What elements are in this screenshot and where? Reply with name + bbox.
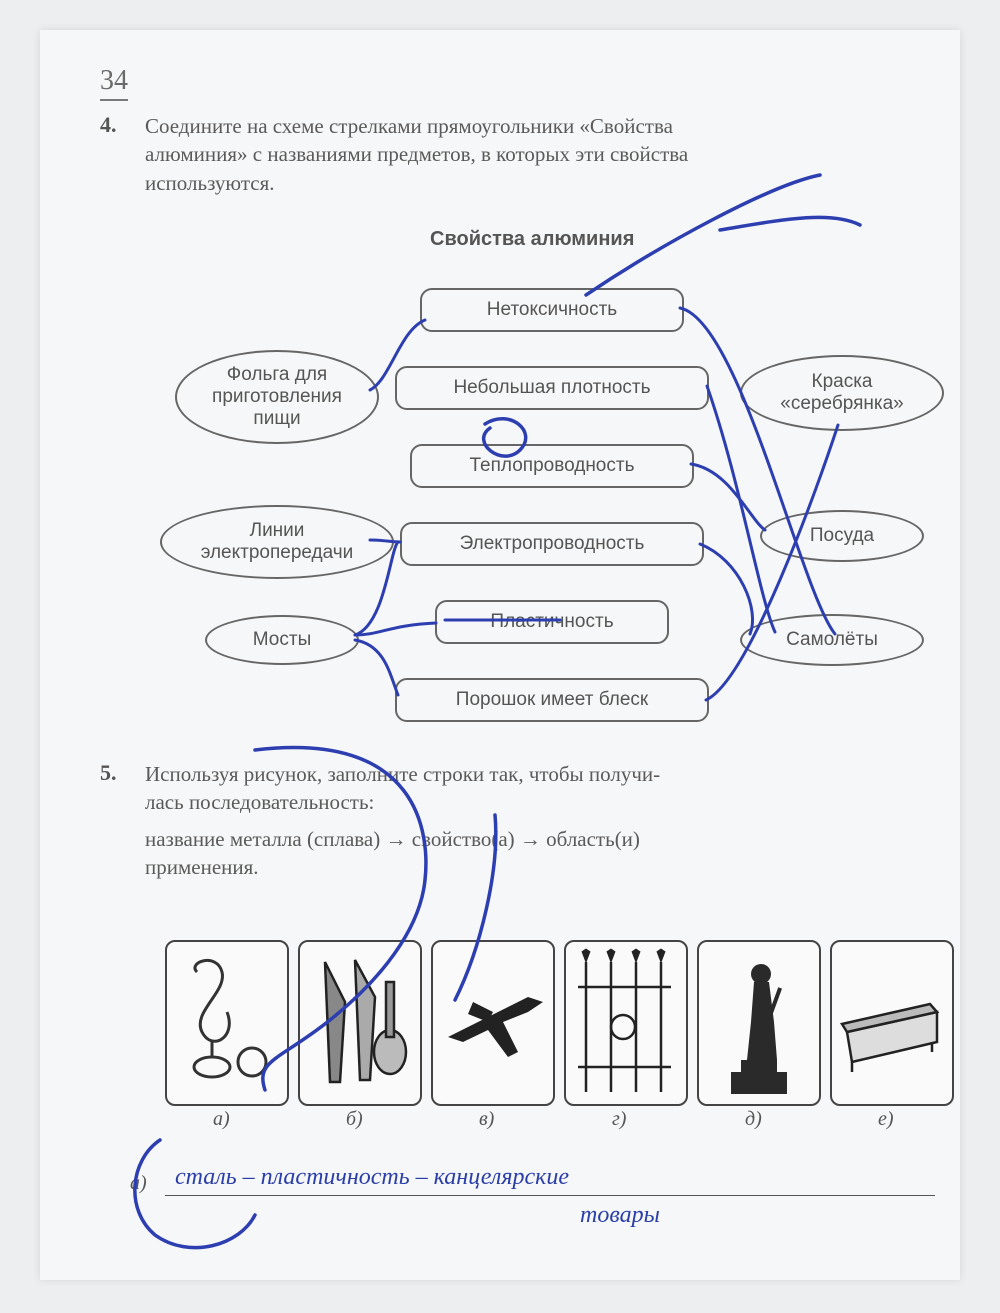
q5-number: 5.	[100, 760, 117, 786]
property-box-2: Теплопроводность	[410, 444, 694, 488]
handwritten-answer-1: сталь – пластичность – канцелярские	[175, 1164, 569, 1191]
property-box-1: Небольшая плотность	[395, 366, 709, 410]
oval-right-0: Краска«серебрянка»	[740, 355, 944, 431]
image-box-е	[830, 940, 954, 1106]
image-label-3: г)	[612, 1108, 626, 1131]
oval-right-2: Самолёты	[740, 614, 924, 666]
oval-left-2: Мосты	[205, 615, 359, 665]
q5-line1: Используя рисунок, заполните строки так,…	[145, 762, 660, 786]
q4-line2: алюминия» с названиями предметов, в кото…	[145, 142, 688, 166]
image-box-д	[697, 940, 821, 1106]
image-box-в	[431, 940, 555, 1106]
answer-prefix: а)	[130, 1172, 147, 1195]
q5-sequence: название металла (сплава) → свойство(а) …	[145, 825, 945, 882]
answer-line	[165, 1195, 935, 1196]
property-box-3: Электропроводность	[400, 522, 704, 566]
q5-line2: лась последовательность:	[145, 790, 374, 814]
image-label-2: в)	[479, 1108, 494, 1131]
q4-number: 4.	[100, 112, 117, 138]
q5-instruction: Используя рисунок, заполните строки так,…	[145, 760, 945, 817]
q4-instruction: Соедините на схеме стрелками прямоугольн…	[145, 112, 945, 197]
workbook-page: 34 4. Соедините на схеме стрелками прямо…	[40, 30, 960, 1280]
image-label-4: д)	[745, 1108, 762, 1131]
image-box-а	[165, 940, 289, 1106]
image-box-б	[298, 940, 422, 1106]
property-box-4: Пластичность	[435, 600, 669, 644]
handwritten-answer-2: товары	[580, 1202, 660, 1229]
property-box-0: Нетоксичность	[420, 288, 684, 332]
property-box-5: Порошок имеет блеск	[395, 678, 709, 722]
q4-line1: Соедините на схеме стрелками прямоугольн…	[145, 114, 673, 138]
q5-seq: название металла (сплава) → свойство(а) …	[145, 827, 640, 851]
oval-right-1: Посуда	[760, 510, 924, 562]
page-number: 34	[100, 65, 128, 101]
image-label-5: е)	[878, 1108, 894, 1131]
oval-left-0: Фольга дляприготовленияпищи	[175, 350, 379, 444]
image-label-0: а)	[213, 1108, 230, 1131]
q4-line3: используются.	[145, 171, 275, 195]
diagram-title: Свойства алюминия	[430, 228, 634, 251]
image-label-1: б)	[346, 1108, 363, 1131]
image-box-г	[564, 940, 688, 1106]
q5-seq2: применения.	[145, 855, 259, 879]
oval-left-1: Линииэлектропередачи	[160, 505, 394, 579]
